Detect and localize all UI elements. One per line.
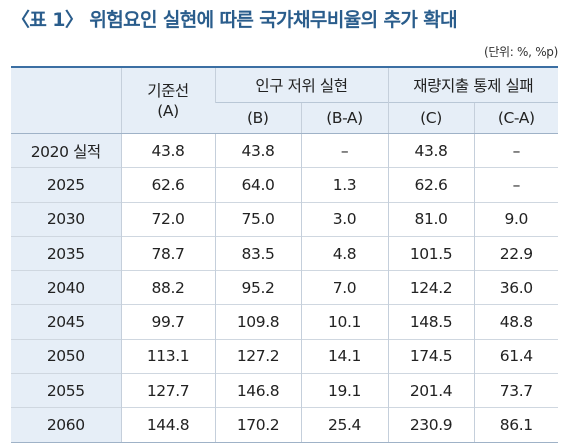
- debt-ratio-table: 기준선 (A) 인구 저위 실현 재량지출 통제 실패 (B) (B-A) (C…: [11, 66, 558, 443]
- cell-baseline: 127.7: [120, 373, 215, 408]
- header-group-spending-control-failure: 재량지출 통제 실패: [387, 66, 558, 103]
- cell-baseline: 144.8: [120, 407, 215, 443]
- cell-spending-failure-diff: 9.0: [473, 201, 558, 237]
- header-baseline-code: (A): [157, 101, 179, 120]
- cell-baseline: 72.0: [120, 201, 215, 237]
- header-sub-c: (C): [387, 102, 474, 134]
- cell-spending-failure: 101.5: [387, 235, 474, 271]
- cell-spending-failure-diff: 22.9: [473, 235, 558, 271]
- cell-low-population-diff: 25.4: [300, 407, 388, 443]
- header-baseline-label: 기준선: [147, 81, 189, 100]
- cell-low-population-diff: 7.0: [300, 270, 388, 305]
- table-row: 2055 127.7 146.8 19.1 201.4 73.7: [11, 373, 558, 408]
- cell-low-population-diff: 3.0: [300, 201, 388, 237]
- cell-spending-failure: 174.5: [387, 338, 474, 374]
- header-sub-c-minus-a: (C-A): [473, 102, 558, 134]
- table-row: 2025 62.6 64.0 1.3 62.6 –: [11, 167, 558, 203]
- cell-spending-failure: 148.5: [387, 304, 474, 340]
- cell-spending-failure: 201.4: [387, 373, 474, 408]
- cell-baseline: 113.1: [120, 338, 215, 374]
- header-sub-b-minus-a: (B-A): [300, 102, 388, 134]
- header-row-sub: (B) (B-A) (C) (C-A): [11, 102, 558, 134]
- cell-low-population: 75.0: [214, 201, 301, 237]
- table-row: 2030 72.0 75.0 3.0 81.0 9.0: [11, 201, 558, 237]
- cell-low-population: 146.8: [214, 373, 301, 408]
- header-baseline: 기준선 (A): [120, 66, 215, 134]
- table-title: 〈표 1〉 위험요인 실현에 따른 국가채무비율의 추가 확대: [11, 9, 458, 31]
- cell-low-population-diff: 10.1: [300, 304, 388, 340]
- table-row: 2040 88.2 95.2 7.0 124.2 36.0: [11, 270, 558, 305]
- cell-baseline: 62.6: [120, 167, 215, 203]
- cell-low-population-diff: 1.3: [300, 167, 388, 203]
- cell-low-population: 43.8: [214, 132, 301, 168]
- row-year: 2030: [11, 201, 121, 237]
- table-row: 2050 113.1 127.2 14.1 174.5 61.4: [11, 338, 558, 374]
- cell-low-population: 109.8: [214, 304, 301, 340]
- row-year: 2025: [11, 167, 121, 203]
- cell-low-population: 170.2: [214, 407, 301, 443]
- row-year: 2055: [11, 373, 121, 408]
- cell-baseline: 78.7: [120, 235, 215, 271]
- cell-low-population: 64.0: [214, 167, 301, 203]
- row-year: 2040: [11, 270, 121, 305]
- row-year: 2020 실적: [11, 132, 121, 168]
- cell-baseline: 88.2: [120, 270, 215, 305]
- header-sub-b: (B): [215, 102, 301, 134]
- header-corner: [11, 66, 121, 134]
- cell-spending-failure-diff: 73.7: [473, 373, 558, 408]
- cell-spending-failure: 81.0: [387, 201, 474, 237]
- cell-low-population: 95.2: [214, 270, 301, 305]
- cell-baseline: 43.8: [120, 132, 215, 168]
- cell-spending-failure-diff: –: [473, 167, 558, 203]
- row-year: 2045: [11, 304, 121, 340]
- cell-spending-failure: 62.6: [387, 167, 474, 203]
- row-year: 2035: [11, 235, 121, 271]
- row-year: 2060: [11, 407, 121, 443]
- cell-low-population-diff: –: [300, 132, 388, 168]
- table-row: 2045 99.7 109.8 10.1 148.5 48.8: [11, 304, 558, 340]
- table-row: 2035 78.7 83.5 4.8 101.5 22.9: [11, 235, 558, 271]
- cell-low-population: 127.2: [214, 338, 301, 374]
- cell-spending-failure-diff: 61.4: [473, 338, 558, 374]
- table-row: 2020 실적 43.8 43.8 – 43.8 –: [11, 132, 558, 168]
- header-group-low-population: 인구 저위 실현: [214, 66, 388, 103]
- header-row-top: 기준선 (A) 인구 저위 실현 재량지출 통제 실패: [11, 66, 558, 134]
- cell-spending-failure-diff: 48.8: [473, 304, 558, 340]
- cell-spending-failure-diff: 86.1: [473, 407, 558, 443]
- cell-baseline: 99.7: [120, 304, 215, 340]
- cell-spending-failure: 124.2: [387, 270, 474, 305]
- cell-spending-failure-diff: –: [473, 132, 558, 168]
- table-row: 2060 144.8 170.2 25.4 230.9 86.1: [11, 407, 558, 443]
- cell-spending-failure: 43.8: [387, 132, 474, 168]
- cell-low-population: 83.5: [214, 235, 301, 271]
- cell-low-population-diff: 4.8: [300, 235, 388, 271]
- cell-low-population-diff: 14.1: [300, 338, 388, 374]
- cell-spending-failure: 230.9: [387, 407, 474, 443]
- row-year: 2050: [11, 338, 121, 374]
- cell-spending-failure-diff: 36.0: [473, 270, 558, 305]
- unit-label: (단위: %, %p): [483, 45, 558, 59]
- cell-low-population-diff: 19.1: [300, 373, 388, 408]
